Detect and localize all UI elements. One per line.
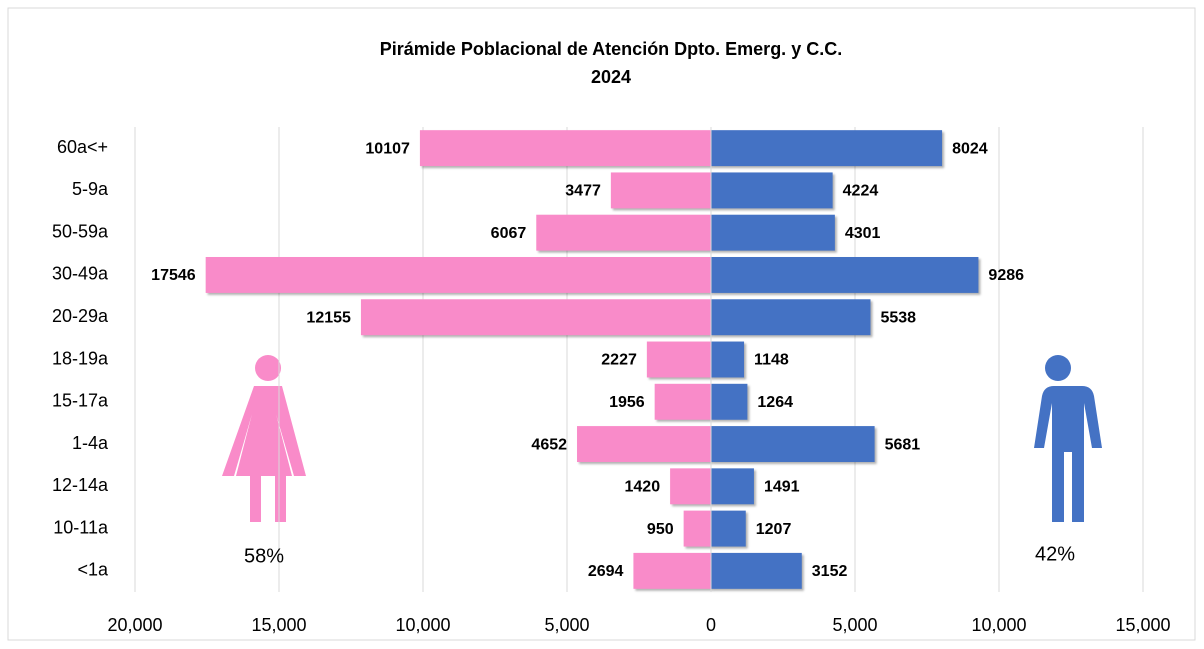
- data-label: 6067: [491, 225, 527, 242]
- y-tick-label: 30-49a: [52, 264, 109, 284]
- bar: [670, 468, 711, 505]
- bar: [711, 299, 871, 336]
- data-label: 4652: [531, 436, 567, 453]
- bar: [419, 130, 711, 167]
- bar: [711, 468, 754, 505]
- bar: [711, 383, 748, 420]
- y-tick-label: 5-9a: [72, 179, 109, 199]
- bar: [711, 214, 835, 251]
- bar: [646, 341, 711, 378]
- share-label: 42%: [1035, 543, 1075, 565]
- data-label: 950: [647, 521, 674, 538]
- data-label: 5681: [885, 436, 921, 453]
- x-tick-label: 15,000: [251, 615, 306, 635]
- y-tick-label: 50-59a: [52, 221, 109, 241]
- bar: [711, 341, 745, 378]
- man-icon: [1034, 355, 1102, 522]
- data-label: 2694: [588, 563, 624, 580]
- y-tick-label: 20-29a: [52, 306, 109, 326]
- data-label: 1420: [625, 479, 661, 496]
- bar: [711, 130, 943, 167]
- data-label: 4224: [843, 183, 879, 200]
- x-tick-label: 0: [706, 615, 716, 635]
- data-label: 9286: [988, 267, 1024, 284]
- share-label: 58%: [244, 545, 284, 567]
- y-tick-label: 10-11a: [53, 517, 109, 537]
- chart-subtitle: 2024: [591, 67, 631, 87]
- y-tick-label: <1a: [77, 560, 109, 580]
- data-label: 17546: [151, 267, 196, 284]
- y-tick-label: 60a<+: [57, 137, 108, 157]
- data-label: 8024: [952, 140, 988, 157]
- data-label: 1148: [754, 352, 789, 369]
- bar: [711, 510, 746, 547]
- x-tick-label: 5,000: [832, 615, 877, 635]
- y-tick-label: 1-4a: [72, 433, 109, 453]
- chart-title: Pirámide Poblacional de Atención Dpto. E…: [380, 39, 842, 59]
- data-label: 5538: [880, 309, 916, 326]
- data-label: 1264: [757, 394, 793, 411]
- y-tick-label: 15-17a: [52, 391, 109, 411]
- bar: [536, 214, 711, 251]
- x-tick-label: 15,000: [1115, 615, 1170, 635]
- bar: [654, 383, 711, 420]
- data-label: 12155: [306, 309, 351, 326]
- data-label: 2227: [601, 352, 637, 369]
- bar: [711, 172, 833, 209]
- y-tick-label: 18-19a: [52, 348, 109, 368]
- bar: [360, 299, 711, 336]
- bar: [610, 172, 711, 209]
- data-label: 3477: [565, 183, 601, 200]
- bar: [577, 426, 711, 463]
- bar: [205, 256, 711, 293]
- data-label: 10107: [365, 140, 410, 157]
- data-label: 3152: [812, 563, 848, 580]
- data-label: 1207: [756, 521, 792, 538]
- bar: [633, 552, 711, 589]
- data-label: 4301: [845, 225, 881, 242]
- bar: [711, 256, 979, 293]
- data-label: 1491: [764, 479, 800, 496]
- bar: [711, 552, 802, 589]
- data-label: 1956: [609, 394, 645, 411]
- y-tick-label: 12-14a: [52, 475, 109, 495]
- x-tick-label: 20,000: [107, 615, 162, 635]
- x-tick-label: 10,000: [971, 615, 1026, 635]
- x-tick-label: 5,000: [544, 615, 589, 635]
- woman-icon: [222, 355, 306, 522]
- bar: [711, 426, 875, 463]
- bar: [683, 510, 711, 547]
- x-tick-label: 10,000: [395, 615, 450, 635]
